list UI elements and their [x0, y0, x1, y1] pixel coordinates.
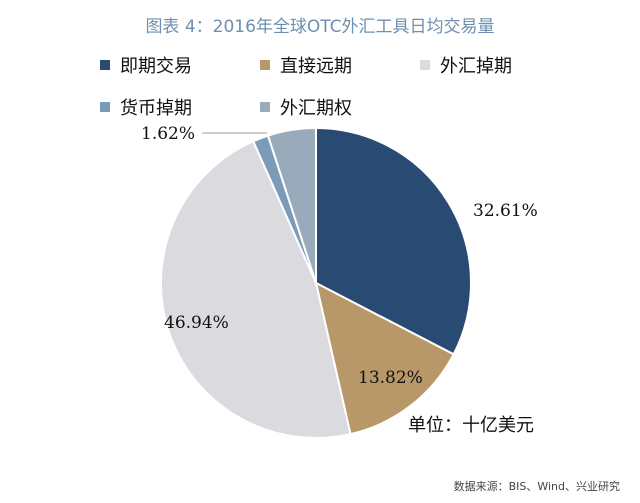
legend-swatch-fx-option	[260, 102, 270, 112]
data-source: 数据来源：BIS、Wind、兴业研究	[453, 480, 620, 493]
legend-label-outright-forward: 直接远期	[280, 56, 352, 77]
pie-slices	[160, 126, 472, 439]
legend-swatch-currency-swap	[100, 102, 110, 112]
pie-slice-fx-option	[266, 126, 317, 284]
legend-label-currency-swap: 货币掉期	[120, 98, 192, 119]
slice-label-fx-swap: 46.94%	[164, 313, 229, 333]
legend-item-spot: 即期交易	[100, 52, 260, 78]
pie-slice-outright-forward	[314, 281, 455, 436]
legend-swatch-spot	[100, 60, 110, 70]
legend-item-currency-swap: 货币掉期	[100, 94, 260, 120]
pie-slice-fx-swap	[160, 139, 352, 439]
chart-legend: 即期交易 直接远期 外汇掉期 货币掉期 外汇期权	[100, 52, 580, 120]
legend-item-fx-swap: 外汇掉期	[420, 52, 580, 78]
legend-swatch-outright-forward	[260, 60, 270, 70]
slice-label-spot: 32.61%	[473, 201, 538, 221]
legend-label-fx-swap: 外汇掉期	[440, 56, 512, 77]
legend-label-spot: 即期交易	[120, 56, 192, 77]
unit-note: 单位：十亿美元	[408, 415, 534, 436]
slice-label-currency-swap: 1.62%	[141, 124, 195, 144]
chart-title: 图表 4：2016年全球OTC外汇工具日均交易量	[145, 17, 495, 37]
legend-label-fx-option: 外汇期权	[280, 98, 352, 119]
legend-item-fx-option: 外汇期权	[260, 94, 420, 120]
legend-swatch-fx-swap	[420, 60, 430, 70]
pie-slice-spot	[315, 126, 472, 356]
slice-label-outright-forward: 13.82%	[358, 368, 423, 388]
legend-item-outright-forward: 直接远期	[260, 52, 420, 78]
